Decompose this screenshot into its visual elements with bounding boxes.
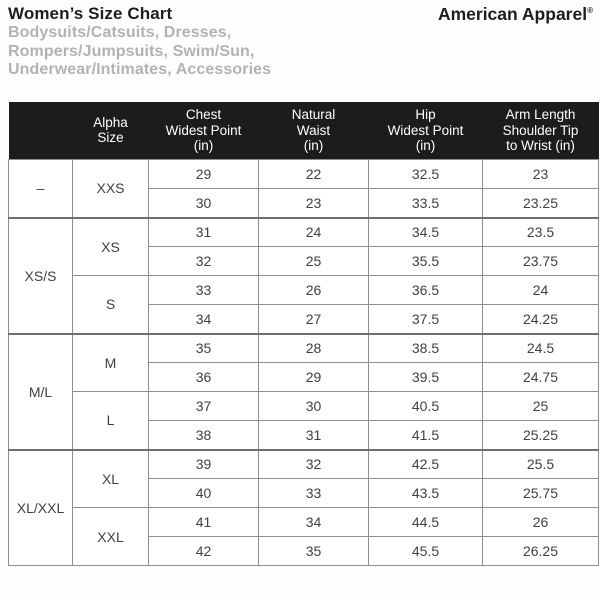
page-title: Women’s Size Chart xyxy=(8,4,173,23)
measurement-value: 24.25 xyxy=(482,304,599,334)
size-table: Alpha Size Chest Widest Point (in) Natural Wai… xyxy=(8,101,599,566)
column-header-2: Chest Widest Point (in) xyxy=(148,101,259,160)
group-label: M/L xyxy=(8,332,73,450)
measurement-value: 28 xyxy=(258,332,369,363)
column-header-0 xyxy=(8,101,73,160)
measurement-value: 41 xyxy=(148,507,259,537)
measurement-value: 24.75 xyxy=(482,362,599,392)
measurement-value: 35 xyxy=(148,332,259,363)
alpha-size-label: XXL xyxy=(72,507,149,566)
column-header-1: Alpha Size xyxy=(72,101,149,160)
measurement-value: 40 xyxy=(148,478,259,508)
group-label: XL/XXL xyxy=(8,448,73,566)
measurement-value: 32 xyxy=(258,448,369,479)
measurement-value: 32 xyxy=(148,246,259,276)
brand-logo: American Apparel® xyxy=(438,3,593,25)
size-chart-page: Women’s Size Chart Bodysuits/Catsuits, D… xyxy=(8,3,599,566)
measurement-value: 29 xyxy=(148,159,259,189)
table-row: 36 29 39.5 24.75 xyxy=(9,362,599,392)
measurement-value: 24 xyxy=(482,275,599,305)
measurement-value: 25.5 xyxy=(482,448,599,479)
measurement-value: 39 xyxy=(148,448,259,479)
measurement-value: 41.5 xyxy=(368,420,483,450)
measurement-value: 34 xyxy=(258,507,369,537)
measurement-value: 44.5 xyxy=(368,507,483,537)
table-row: 30 23 33.5 23.25 xyxy=(9,188,599,218)
measurement-value: 23 xyxy=(258,188,369,218)
table-row: M/L M 35 28 38.5 24.5 xyxy=(8,332,599,450)
column-header-3: Natural Waist (in) xyxy=(258,101,369,160)
alpha-size-label: XL xyxy=(72,448,149,508)
measurement-value: 32.5 xyxy=(368,159,483,189)
measurement-value: 33 xyxy=(148,275,259,305)
measurement-value: 45.5 xyxy=(368,536,483,566)
measurement-value: 25.25 xyxy=(482,420,599,450)
measurement-value: 23.5 xyxy=(482,216,599,247)
table-row: 40 33 43.5 25.75 xyxy=(9,478,599,508)
group-label: – xyxy=(8,159,73,218)
measurement-value: 27 xyxy=(258,304,369,334)
column-header-5: Arm Length Shoulder Tip to Wrist (in) xyxy=(482,101,599,160)
size-table-header-row: Alpha Size Chest Widest Point (in) Natural Wai… xyxy=(8,101,599,160)
group-label: XS/S xyxy=(8,216,73,334)
measurement-value: 29 xyxy=(258,362,369,392)
title-block: Women’s Size Chart Bodysuits/Catsuits, D… xyxy=(8,3,271,80)
brand-name: American Apparel xyxy=(437,4,588,24)
table-row: 32 25 35.5 23.75 xyxy=(9,246,599,276)
table-row: XS/S XS 31 24 34.5 23.5 xyxy=(8,216,599,334)
measurement-value: 26.25 xyxy=(482,536,599,566)
measurement-value: 36 xyxy=(148,362,259,392)
alpha-size-label: M xyxy=(72,332,149,392)
alpha-size-label: XXS xyxy=(72,159,149,218)
measurement-value: 23.25 xyxy=(482,188,599,218)
measurement-value: 38.5 xyxy=(368,332,483,363)
measurement-value: 23 xyxy=(482,159,599,189)
measurement-value: 25.75 xyxy=(482,478,599,508)
measurement-value: 22 xyxy=(258,159,369,189)
table-row: – XXS 29 22 32.5 23 xyxy=(8,159,599,218)
table-row: XL/XXL XL 39 32 42.5 25.5 xyxy=(8,448,599,566)
alpha-size-label: XS xyxy=(72,216,149,276)
table-row: L 37 30 40.5 25 xyxy=(9,391,599,450)
measurement-value: 25 xyxy=(258,246,369,276)
size-table-body: – XXS 29 22 32.5 23 30 23 33.5 23.25 XS/S XS 31 24 34.… xyxy=(8,159,599,566)
subtitle-line: Rompers/Jumpsuits, Swim/Sun, xyxy=(8,42,255,60)
measurement-value: 31 xyxy=(148,216,259,247)
measurement-value: 40.5 xyxy=(368,391,483,421)
registered-trademark-symbol: ® xyxy=(587,6,593,16)
measurement-value: 26 xyxy=(482,507,599,537)
measurement-value: 24 xyxy=(258,216,369,247)
measurement-value: 42.5 xyxy=(368,448,483,479)
table-row: XXL 41 34 44.5 26 xyxy=(9,507,599,566)
measurement-value: 42 xyxy=(148,536,259,566)
measurement-value: 25 xyxy=(482,391,599,421)
measurement-value: 33.5 xyxy=(368,188,483,218)
measurement-value: 36.5 xyxy=(368,275,483,305)
measurement-value: 37 xyxy=(148,391,259,421)
table-row: 34 27 37.5 24.25 xyxy=(9,304,599,334)
alpha-size-label: S xyxy=(72,275,149,334)
table-row: S 33 26 36.5 24 xyxy=(9,275,599,334)
measurement-value: 34.5 xyxy=(368,216,483,247)
measurement-value: 23.75 xyxy=(482,246,599,276)
measurement-value: 38 xyxy=(148,420,259,450)
measurement-value: 30 xyxy=(148,188,259,218)
measurement-value: 43.5 xyxy=(368,478,483,508)
subtitle-line: Bodysuits/Catsuits, Dresses, xyxy=(8,24,232,41)
measurement-value: 34 xyxy=(148,304,259,334)
measurement-value: 30 xyxy=(258,391,369,421)
measurement-value: 39.5 xyxy=(368,362,483,392)
measurement-value: 31 xyxy=(258,420,369,450)
measurement-value: 26 xyxy=(258,275,369,305)
subtitle-line: Underwear/Intimates, Accessories xyxy=(8,61,272,78)
measurement-value: 37.5 xyxy=(368,304,483,334)
masthead: Women’s Size Chart Bodysuits/Catsuits, D… xyxy=(8,3,593,80)
alpha-size-label: L xyxy=(72,391,149,450)
table-row: 42 35 45.5 26.25 xyxy=(9,536,599,566)
column-header-4: Hip Widest Point (in) xyxy=(368,101,483,160)
measurement-value: 35.5 xyxy=(368,246,483,276)
measurement-value: 33 xyxy=(258,478,369,508)
measurement-value: 35 xyxy=(258,536,369,566)
measurement-value: 24.5 xyxy=(482,332,599,363)
